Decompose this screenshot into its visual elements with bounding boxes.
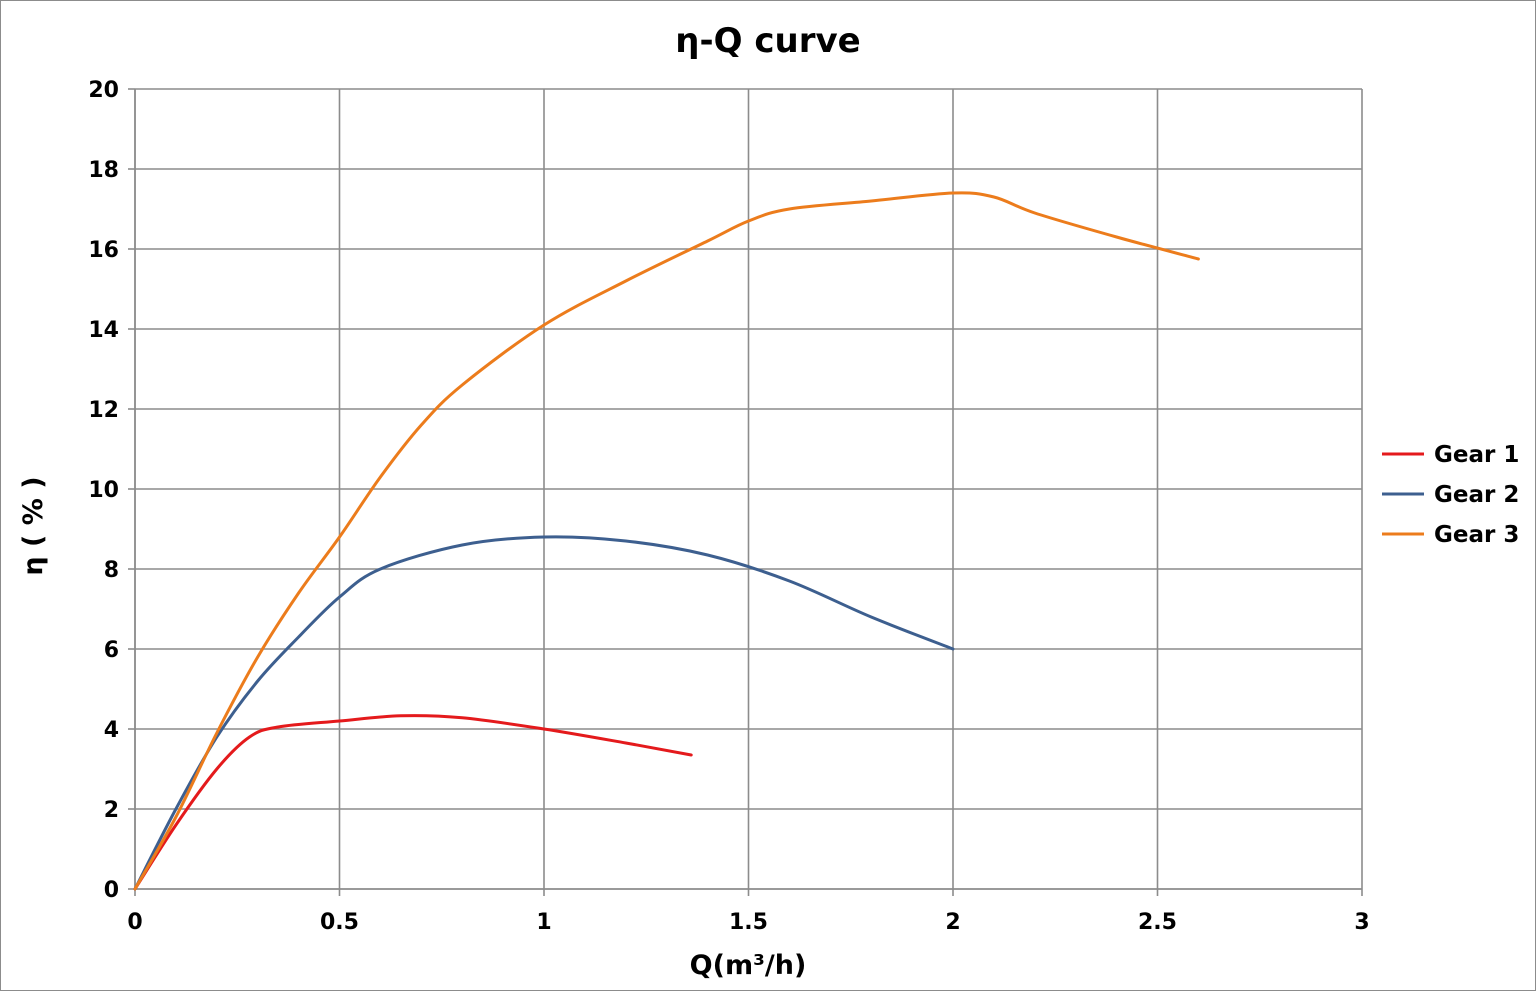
legend-label-gear-2: Gear 2 <box>1434 482 1519 508</box>
x-tick-label: 3 <box>1354 910 1369 935</box>
x-tick-label: 1 <box>536 910 551 935</box>
x-axis-title: Q(m³/h) <box>690 950 807 981</box>
legend-label-gear-1: Gear 1 <box>1434 442 1519 468</box>
y-axis-title: η ( % ) <box>18 476 49 575</box>
x-tick-label: 1.5 <box>729 910 768 935</box>
y-tick-labels: 0 2 4 6 8 10 12 14 16 18 20 <box>88 78 119 903</box>
y-tick-label: 2 <box>104 798 119 823</box>
x-tick-labels: 0 0.5 1 1.5 2 2.5 3 <box>127 910 1369 935</box>
series-lines <box>133 191 1200 891</box>
y-tick-label: 8 <box>104 558 119 583</box>
y-tick-label: 14 <box>88 318 119 343</box>
y-tick-label: 18 <box>88 158 119 183</box>
y-tick-label: 10 <box>88 478 119 503</box>
y-tick-label: 4 <box>104 718 119 743</box>
y-tick-label: 6 <box>104 638 119 663</box>
chart-title: η-Q curve <box>675 21 860 61</box>
y-tick-label: 12 <box>88 398 119 423</box>
series-line-gear-1 <box>133 714 693 891</box>
x-tick-label: 0.5 <box>320 910 359 935</box>
axes <box>128 88 1363 896</box>
y-tick-label: 16 <box>88 238 119 263</box>
series-line-gear-3 <box>133 191 1200 891</box>
legend-label-gear-3: Gear 3 <box>1434 522 1519 548</box>
y-tick-label: 20 <box>88 78 119 103</box>
x-tick-label: 2.5 <box>1138 910 1177 935</box>
gridlines <box>134 88 1363 890</box>
y-tick-label: 0 <box>104 878 119 903</box>
legend: Gear 1 Gear 2 Gear 3 <box>1382 442 1519 548</box>
x-tick-label: 0 <box>127 910 142 935</box>
x-tick-label: 2 <box>945 910 960 935</box>
series-line-gear-2 <box>133 535 955 891</box>
